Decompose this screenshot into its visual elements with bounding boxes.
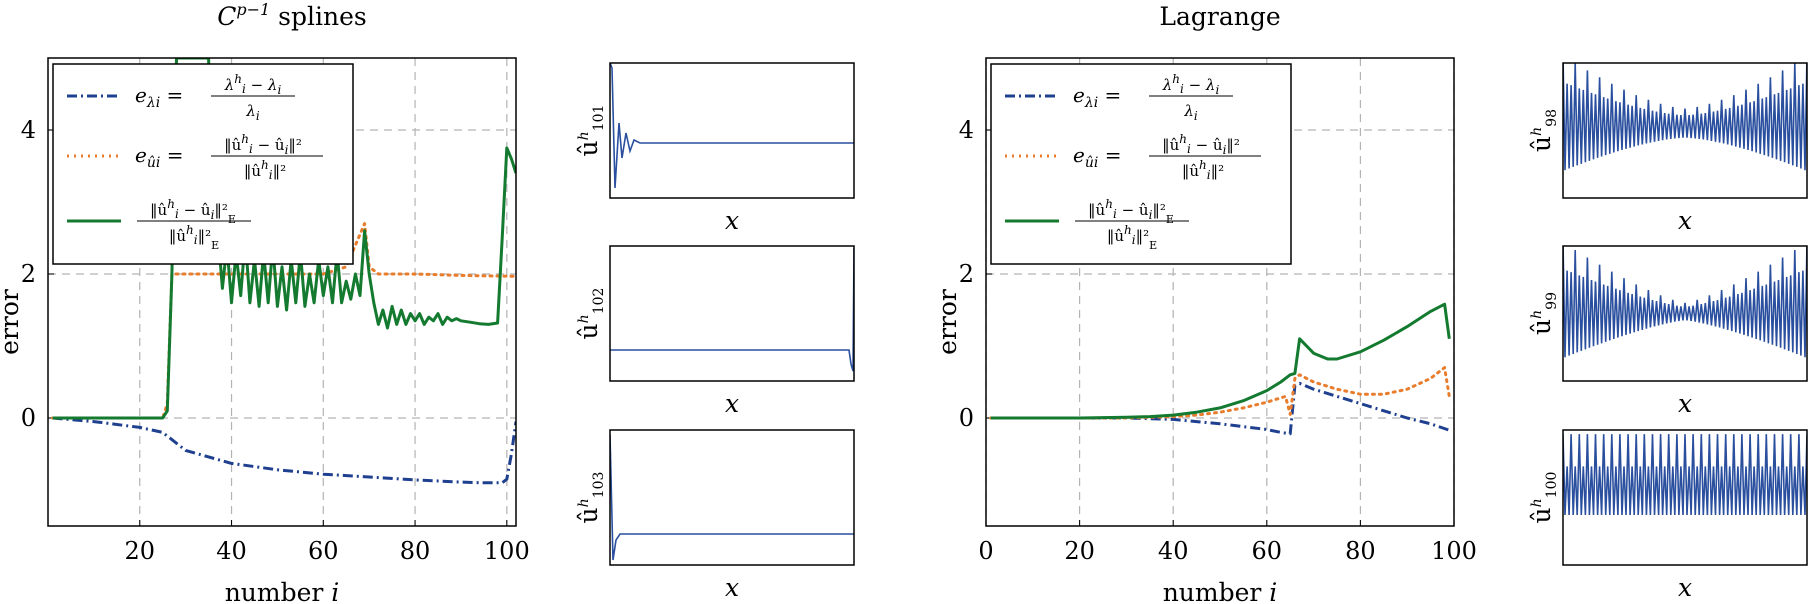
series-line-0: [990, 381, 1450, 436]
x-tick-label: 40: [1158, 537, 1189, 565]
small-panel-102: x ûh102: [574, 245, 855, 418]
mode-line: [610, 63, 854, 189]
mode-line: [610, 247, 854, 372]
legend-frac-den-2: ‖ûhi‖²E: [169, 223, 219, 252]
chart-panel-0: 20 40 60 80 100 0 2 4 Cp−1 splines number i error e…: [0, 0, 530, 604]
small-frame: [1562, 62, 1808, 199]
small-y-label: ûh101: [574, 105, 607, 157]
small-frame: [609, 245, 855, 382]
legend: eλi = λhi − λi λi eûi = ‖ûhi − ûi‖²‖ûhi‖² ‖…: [52, 63, 354, 265]
series-group: [989, 302, 1451, 436]
small-frame: [1562, 245, 1808, 382]
x-tick-label: 40: [216, 537, 247, 565]
legend-frac-den-2: ‖ûhi‖²E: [1107, 223, 1157, 252]
legend-frac-den-0: λi: [1183, 102, 1198, 123]
legend-frac-den-1: ‖ûhi‖²: [1182, 158, 1224, 182]
series-line-2: [990, 302, 1451, 420]
y-tick-label: 4: [21, 116, 36, 144]
mode-line: [1563, 246, 1807, 358]
x-tick-label: 60: [1252, 537, 1283, 565]
legend-frac-num-1: ‖ûhi − ûi‖²: [1162, 132, 1240, 157]
small-x-label: x: [725, 206, 739, 235]
small-x-label: x: [725, 389, 739, 418]
legend-frac-num-0: λhi − λi: [224, 72, 282, 97]
y-tick-label: 0: [959, 404, 974, 432]
x-tick-label: 20: [124, 537, 155, 565]
small-y-label: ûh98: [1527, 109, 1560, 152]
legend-frac-num-0: λhi − λi: [1162, 72, 1220, 97]
chart-panel-1: 0 20 40 60 80 100 0 2 4 Lagrange number i error eλi …: [933, 2, 1477, 604]
mode-line: [1563, 63, 1807, 171]
small-panel-100: x ûh100: [1527, 429, 1808, 602]
small-panel-101: x ûh101: [574, 62, 855, 235]
chart-title: Lagrange: [1159, 2, 1280, 31]
legend-frac-num-1: ‖ûhi − ûi‖²: [224, 132, 302, 157]
small-x-label: x: [1678, 206, 1692, 235]
legend-label-0: eλi =: [135, 83, 183, 111]
y-tick-label: 2: [959, 260, 974, 288]
y-tick-label: 0: [21, 404, 36, 432]
y-tick-label: 2: [21, 260, 36, 288]
plot-frame: [985, 57, 1455, 527]
small-x-label: x: [1678, 389, 1692, 418]
y-axis-label: error: [0, 289, 24, 355]
chart-title: Cp−1 splines: [217, 0, 366, 31]
x-tick-label: 20: [1064, 537, 1095, 565]
x-axis-label: number i: [225, 578, 340, 604]
small-panel-99: x ûh99: [1527, 245, 1808, 418]
small-panel-103: x ûh103: [574, 429, 855, 602]
x-tick-label: 80: [1345, 537, 1376, 565]
small-y-label: ûh102: [574, 288, 607, 340]
legend-label-2: ‖ûhi − ûi‖²E: [1088, 197, 1174, 226]
small-y-label: ûh99: [1527, 292, 1560, 335]
x-axis-label: number i: [1163, 578, 1278, 604]
series-line-0: [52, 416, 516, 485]
small-x-label: x: [725, 573, 739, 602]
small-panel-98: x ûh98: [1527, 62, 1808, 235]
small-frame: [609, 429, 855, 566]
mode-line: [610, 434, 854, 561]
legend-label-1: eûi =: [1073, 143, 1121, 171]
x-tick-label: 100: [1431, 537, 1477, 565]
legend-frac-den-0: λi: [245, 102, 260, 123]
y-axis-label: error: [933, 289, 962, 355]
x-tick-label: 60: [308, 537, 339, 565]
legend-label-0: eλi =: [1073, 83, 1121, 111]
series-line-1: [989, 366, 1451, 420]
mode-line: [1563, 434, 1807, 516]
legend-frac-den-1: ‖ûhi‖²: [244, 158, 286, 182]
legend: eλi = λhi − λi λi eûi = ‖ûhi − ûi‖²‖ûhi‖² ‖…: [990, 63, 1292, 265]
x-tick-label: 80: [400, 537, 431, 565]
x-tick-label: 100: [484, 537, 530, 565]
small-frame: [1562, 429, 1808, 566]
x-tick-label: 0: [978, 537, 993, 565]
legend-box: [52, 63, 354, 265]
legend-label-2: ‖ûhi − ûi‖²E: [150, 197, 236, 226]
y-tick-label: 4: [959, 116, 974, 144]
small-x-label: x: [1678, 573, 1692, 602]
legend-label-1: eûi =: [135, 143, 183, 171]
plot-frame: [47, 57, 517, 527]
small-y-label: ûh100: [1527, 472, 1560, 524]
small-frame: [609, 62, 855, 199]
small-y-label: ûh103: [574, 472, 607, 524]
